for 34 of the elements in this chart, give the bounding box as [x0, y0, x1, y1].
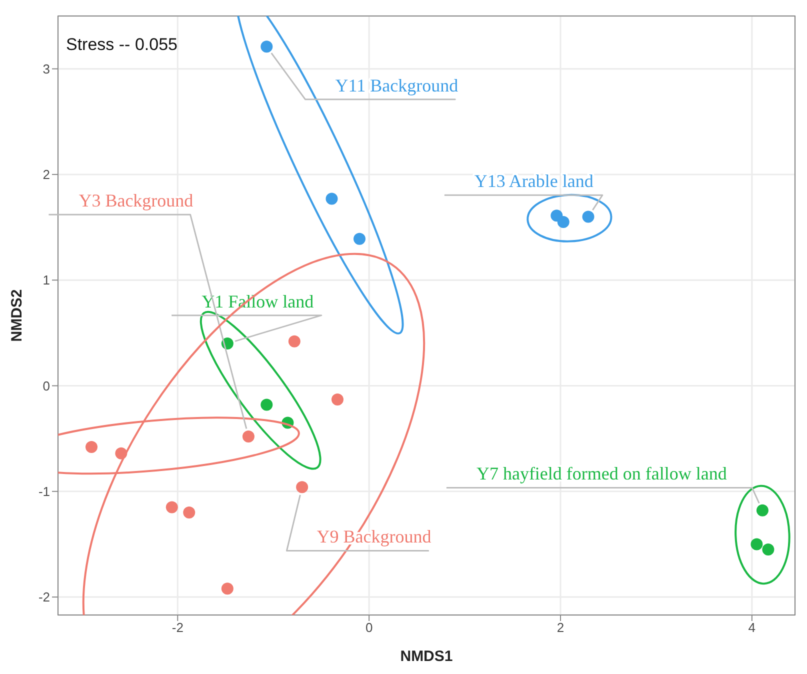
point — [288, 335, 300, 348]
y-tick-label: 0 — [42, 378, 50, 394]
x-tick-label: 0 — [365, 620, 373, 636]
x-tick-label: 4 — [748, 620, 756, 636]
point — [260, 398, 273, 411]
series-label: Y13 Arable land — [474, 171, 594, 192]
point — [296, 481, 308, 494]
point — [242, 430, 254, 442]
y-tick-label: -2 — [38, 590, 50, 605]
annotation: Stress -- 0.055 — [66, 35, 178, 54]
point — [557, 216, 570, 228]
point — [221, 582, 234, 595]
point — [582, 210, 594, 223]
point — [331, 393, 344, 406]
y-tick-label: -1 — [38, 484, 50, 500]
x-axis-title: NMDS1 — [400, 648, 453, 665]
text: Y11 Background — [335, 75, 458, 96]
x-tick-label: -2 — [172, 620, 184, 636]
point — [326, 192, 338, 205]
y-tick-label: 1 — [42, 272, 50, 288]
text: Y7 hayfield formed on fallow land — [476, 464, 727, 484]
x-tick-label: 2 — [556, 620, 564, 636]
point — [166, 501, 178, 514]
y-tick-label: 3 — [42, 61, 50, 76]
point — [762, 544, 774, 556]
y-tick-label: 2 — [42, 167, 50, 182]
point — [183, 506, 196, 519]
point — [756, 504, 768, 516]
point — [86, 441, 98, 454]
text: Y3 Background — [78, 190, 194, 211]
point — [354, 232, 366, 245]
point — [750, 538, 763, 550]
point — [260, 40, 273, 53]
y-axis-title: NMDS2 — [8, 289, 26, 342]
